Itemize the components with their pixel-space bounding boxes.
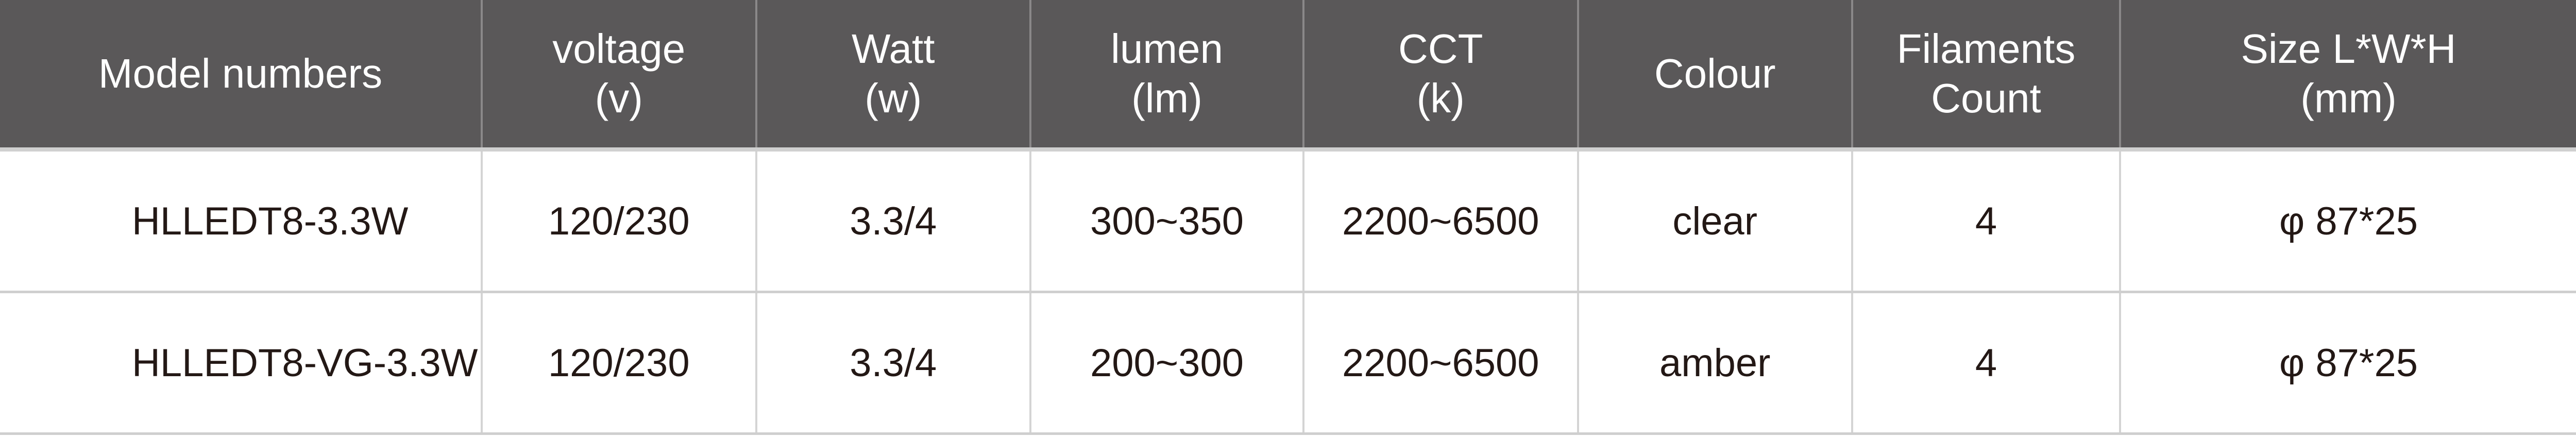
header-size: Size L*W*H (mm)	[2120, 0, 2576, 152]
cell-size: φ 87*25	[2120, 292, 2576, 435]
table-row: HLLEDT8-3.3W 120/230 3.3/4 300~350 2200~…	[0, 149, 2576, 293]
cell-text: 4	[1975, 199, 1997, 243]
cell-colour: clear	[1578, 149, 1853, 293]
cell-text: 2200~6500	[1342, 199, 1539, 243]
header-unit: (lm)	[1131, 75, 1202, 121]
header-watt: Watt (w)	[756, 0, 1031, 152]
header-cct: CCT (k)	[1303, 0, 1579, 152]
cell-text: 2200~6500	[1342, 341, 1539, 385]
header-lumen: lumen (lm)	[1030, 0, 1304, 152]
header-text: Filaments	[1896, 26, 2076, 72]
cell-text: amber	[1659, 341, 1771, 385]
cell-filaments: 4	[1852, 149, 2121, 293]
header-row: Model numbers voltage (v) Watt (w) lumen (l…	[0, 0, 2576, 152]
cell-text: 120/230	[548, 341, 690, 385]
cell-model: HLLEDT8-3.3W	[0, 149, 483, 293]
cell-watt: 3.3/4	[756, 292, 1031, 435]
header-text: Count	[1931, 75, 2041, 121]
cell-text: 3.3/4	[850, 341, 937, 385]
header-text: CCT	[1398, 26, 1483, 72]
cell-voltage: 120/230	[482, 292, 757, 435]
cell-text: 3.3/4	[850, 199, 937, 243]
header-unit: (k)	[1416, 75, 1465, 121]
header-colour: Colour	[1578, 0, 1853, 152]
cell-filaments: 4	[1852, 292, 2121, 435]
header-text: lumen	[1111, 26, 1223, 72]
cell-text: HLLEDT8-3.3W	[132, 199, 409, 243]
header-filaments-count: Filaments Count	[1852, 0, 2121, 152]
cell-model: HLLEDT8-VG-3.3W	[0, 292, 483, 435]
cell-text: 4	[1975, 341, 1997, 385]
cell-colour: amber	[1578, 292, 1853, 435]
cell-cct: 2200~6500	[1303, 149, 1579, 293]
cell-text: φ 87*25	[2279, 199, 2418, 243]
cell-text: clear	[1672, 199, 1758, 243]
cell-text: 200~300	[1090, 341, 1244, 385]
header-text: Watt	[852, 26, 935, 72]
cell-watt: 3.3/4	[756, 149, 1031, 293]
header-unit: (v)	[595, 75, 643, 121]
header-text: Colour	[1654, 51, 1776, 96]
cell-text: 300~350	[1090, 199, 1244, 243]
header-unit: (w)	[865, 75, 922, 121]
cell-lumen: 300~350	[1030, 149, 1304, 293]
table-row: HLLEDT8-VG-3.3W 120/230 3.3/4 200~300 22…	[0, 292, 2576, 435]
cell-lumen: 200~300	[1030, 292, 1304, 435]
cell-text: φ 87*25	[2279, 341, 2418, 385]
cell-text: 120/230	[548, 199, 690, 243]
header-text: Model numbers	[98, 51, 383, 96]
cell-voltage: 120/230	[482, 149, 757, 293]
cell-cct: 2200~6500	[1303, 292, 1579, 435]
cell-size: φ 87*25	[2120, 149, 2576, 293]
header-text: Size L*W*H	[2241, 26, 2456, 72]
header-unit: (mm)	[2300, 75, 2397, 121]
header-model-numbers: Model numbers	[0, 0, 483, 152]
header-voltage: voltage (v)	[482, 0, 757, 152]
cell-text: HLLEDT8-VG-3.3W	[132, 341, 478, 385]
header-text: voltage	[552, 26, 686, 72]
